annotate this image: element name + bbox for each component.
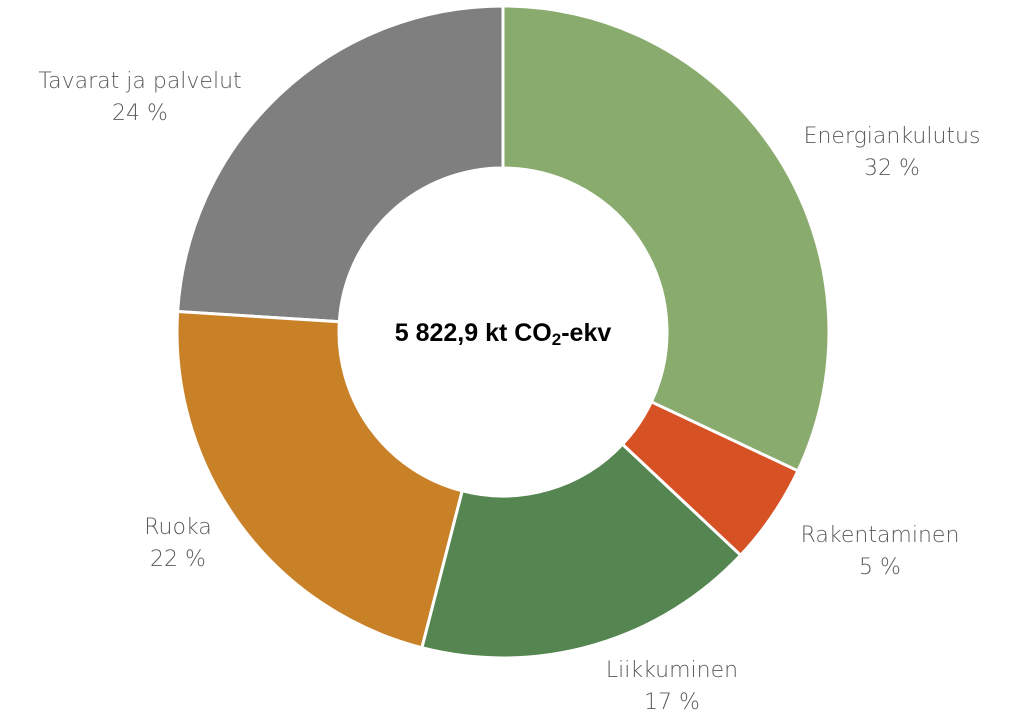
center-label-subscript: 2 <box>552 330 561 349</box>
donut-slice <box>420 442 743 660</box>
slice-value-label: 22 % <box>150 547 206 572</box>
center-label-part: -ekv <box>561 319 611 347</box>
slice-category-label: Tavarat ja palvelut <box>38 69 241 94</box>
donut-slice <box>501 4 831 473</box>
center-label: 5 822,9 kt CO2-ekv <box>395 319 612 350</box>
slice-category-label: Liikkuminen <box>606 658 738 683</box>
center-label-part: 5 822,9 kt CO <box>395 319 552 347</box>
slice-category-label: Rakentaminen <box>801 523 960 548</box>
donut-slice <box>176 4 505 324</box>
donut-slice <box>175 309 465 650</box>
slice-category-label: Ruoka <box>144 515 212 540</box>
slice-value-label: 32 % <box>864 156 920 181</box>
slice-category-label: Energiankulutus <box>804 124 981 149</box>
slice-value-label: 24 % <box>112 101 168 126</box>
donut-slice <box>620 399 800 558</box>
slice-value-label: 5 % <box>859 555 901 580</box>
slice-value-label: 17 % <box>644 690 700 715</box>
